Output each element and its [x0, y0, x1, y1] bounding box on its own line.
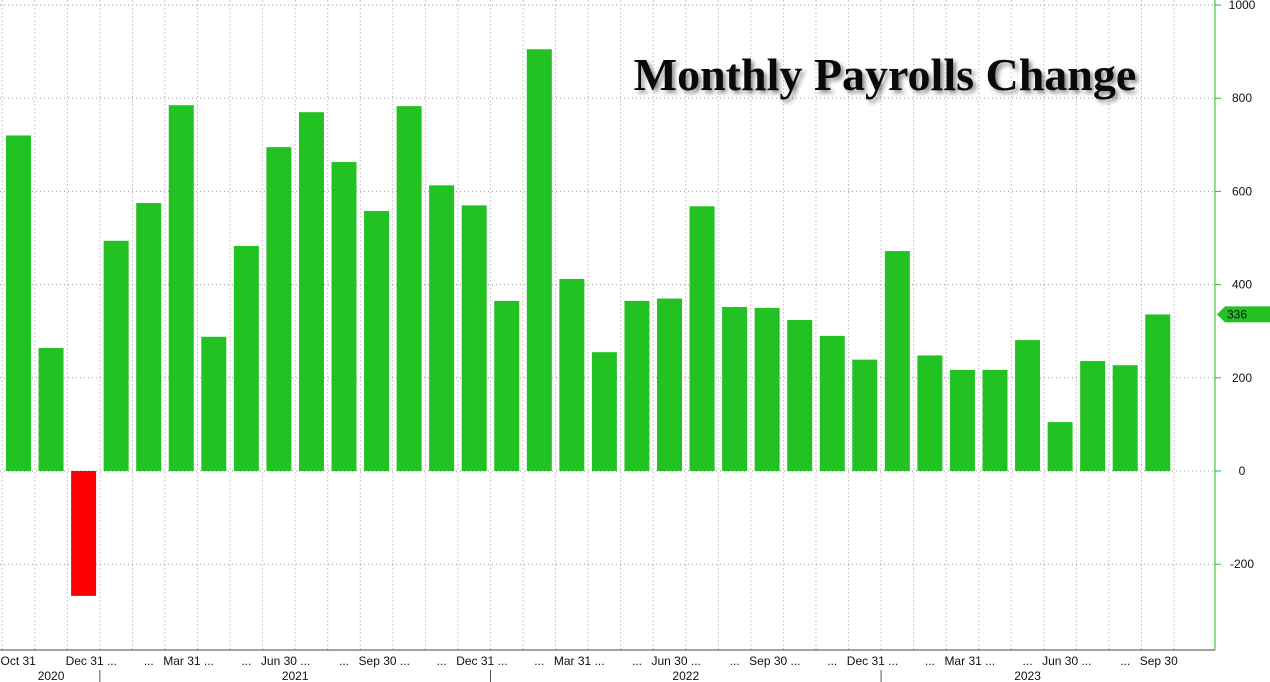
y-tick-label: 800	[1232, 91, 1252, 105]
x-tick-label: Jun 30 ...	[261, 654, 310, 668]
x-tick-label: Jun 30 ...	[1042, 654, 1091, 668]
bar	[6, 135, 31, 472]
x-tick-label: Oct 31	[1, 654, 37, 668]
x-year-label: 2022	[672, 669, 699, 682]
bar	[657, 298, 682, 471]
bar	[298, 112, 324, 472]
bar	[201, 336, 227, 471]
x-year-label: 2023	[1014, 669, 1041, 682]
y-tick-label: 1000	[1229, 0, 1256, 12]
bar	[884, 251, 910, 471]
x-tick-label: ...	[632, 654, 642, 668]
x-tick-label: Dec 31 ...	[66, 654, 117, 668]
bar	[819, 335, 845, 471]
bar	[591, 352, 617, 471]
x-tick-label: ...	[730, 654, 740, 668]
bar	[559, 279, 585, 471]
bar	[1080, 361, 1106, 471]
bar	[526, 49, 552, 472]
y-tick-label: 0	[1239, 464, 1246, 478]
y-tick-label: 400	[1232, 278, 1252, 292]
bar	[136, 203, 162, 472]
y-tick-label: 200	[1232, 371, 1252, 385]
bar	[38, 347, 64, 471]
x-tick-label: Mar 31 ...	[554, 654, 605, 668]
x-tick-label: Mar 31 ...	[944, 654, 995, 668]
last-value-badge-shape	[1217, 306, 1270, 323]
bar	[233, 245, 259, 471]
x-tick-label: ...	[534, 654, 544, 668]
x-tick-label: Sep 30 ...	[359, 654, 410, 668]
bar	[754, 307, 780, 471]
x-tick-label: ...	[241, 654, 251, 668]
bar	[396, 106, 422, 471]
x-tick-label: ...	[925, 654, 935, 668]
x-tick-label: Jun 30 ...	[652, 654, 701, 668]
bar	[1112, 365, 1138, 471]
x-tick-label: Sep 30 ...	[749, 654, 800, 668]
bar	[624, 300, 650, 471]
x-axis: Oct 31 Dec 31 ...... Mar 31 ...... Jun 30 .…	[0, 649, 1215, 682]
bar	[852, 359, 878, 471]
bar	[949, 369, 975, 471]
y-axis: -200 0 200 400 600 800 1000	[1214, 0, 1256, 650]
bar	[429, 185, 455, 472]
x-year-label: 2021	[282, 669, 309, 682]
x-tick-label: ...	[144, 654, 154, 668]
bar	[787, 320, 813, 471]
bar	[722, 306, 748, 471]
x-tick-label: Dec 31 ...	[456, 654, 507, 668]
x-tick-label: Mar 31 ...	[163, 654, 214, 668]
chart-title: Monthly Payrolls Change	[634, 49, 1137, 100]
x-tick-label: ...	[1120, 654, 1130, 668]
bar	[331, 162, 357, 472]
bar	[982, 369, 1008, 471]
bar-layer	[6, 49, 1171, 596]
bar	[461, 205, 487, 471]
bar	[364, 210, 390, 472]
bar	[1047, 422, 1073, 471]
last-value-badge: 336	[1217, 306, 1270, 323]
grid-layer	[0, 0, 1215, 650]
last-value-badge-label: 336	[1227, 307, 1247, 321]
bar	[494, 300, 520, 471]
bar	[168, 105, 194, 471]
bar	[71, 471, 97, 596]
bar	[103, 240, 129, 471]
bar	[917, 355, 943, 471]
x-year-label: 2020	[38, 669, 65, 682]
y-tick-label: -200	[1230, 557, 1254, 571]
bar	[266, 147, 292, 471]
bar	[689, 206, 715, 471]
x-tick-label: ...	[437, 654, 447, 668]
x-tick-label: ...	[827, 654, 837, 668]
bar	[1015, 340, 1041, 471]
bar	[1145, 314, 1171, 471]
x-tick-label: ...	[339, 654, 349, 668]
x-tick-label: Dec 31 ...	[847, 654, 898, 668]
x-tick-label: Sep 30	[1140, 654, 1178, 668]
x-tick-label: ...	[1023, 654, 1033, 668]
y-tick-label: 600	[1232, 184, 1252, 198]
